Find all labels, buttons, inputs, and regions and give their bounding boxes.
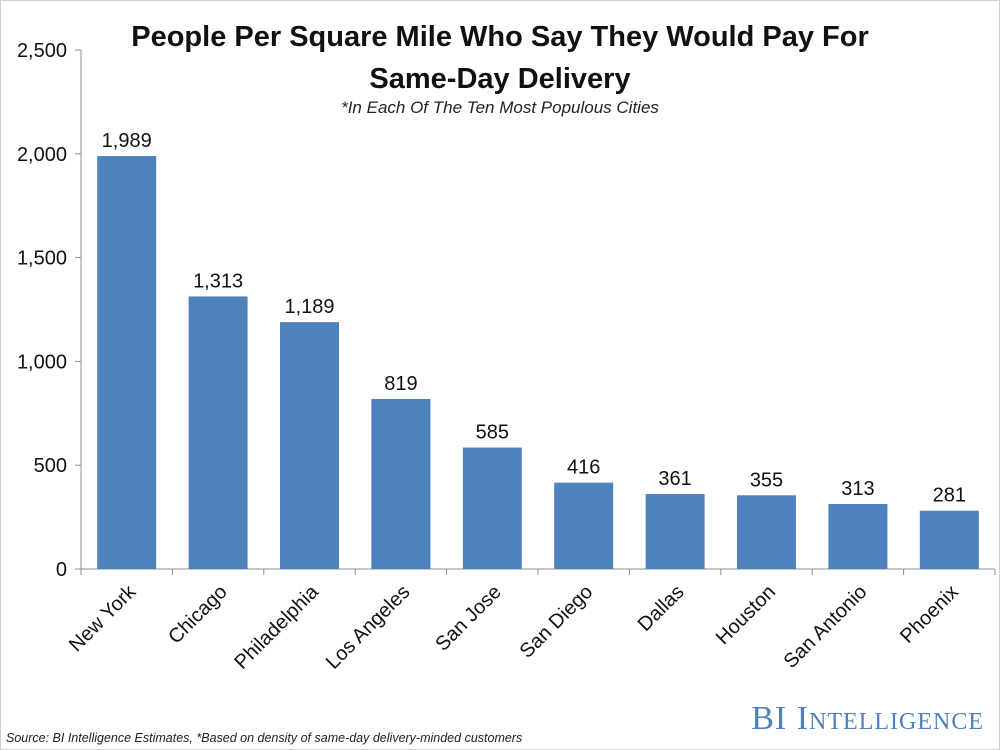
y-tick-label: 2,500 — [17, 40, 67, 62]
bar — [97, 156, 157, 569]
value-label: 1,313 — [193, 270, 243, 292]
chart-title: People Per Square Mile Who Say They Woul… — [131, 21, 869, 95]
bar — [280, 322, 339, 569]
category-label: Los Angeles — [322, 581, 415, 674]
value-label: 585 — [476, 422, 509, 444]
bar — [737, 495, 796, 569]
bar — [645, 494, 705, 569]
bar — [371, 398, 431, 569]
bar — [462, 447, 522, 569]
category-label: San Jose — [431, 581, 506, 656]
value-label: 1,189 — [284, 296, 334, 318]
value-label: 361 — [658, 468, 691, 490]
y-tick-label: 1,000 — [17, 351, 67, 373]
bar — [919, 510, 979, 569]
brand-logo: BI Intelligence — [751, 700, 984, 737]
value-label: 281 — [933, 485, 966, 507]
category-label: Phoenix — [896, 581, 963, 648]
source-note: Source: BI Intelligence Estimates, *Base… — [6, 731, 523, 745]
y-tick-label: 0 — [56, 559, 67, 581]
value-label: 1,989 — [102, 130, 152, 152]
category-label: Chicago — [164, 581, 231, 648]
bar — [828, 504, 888, 569]
bar — [554, 482, 614, 569]
bar — [188, 296, 248, 569]
category-label: Dallas — [634, 581, 689, 636]
category-label: San Diego — [516, 581, 598, 663]
category-label: Philadelphia — [230, 580, 323, 673]
value-label: 819 — [384, 373, 417, 395]
value-label: 355 — [750, 469, 783, 491]
y-tick-label: 2,000 — [17, 144, 67, 166]
category-label: New York — [65, 580, 141, 656]
y-tick-label: 1,500 — [17, 248, 67, 270]
value-label: 416 — [567, 457, 600, 479]
chart-subtitle: *In Each Of The Ten Most Populous Cities — [341, 98, 659, 117]
y-tick-label: 500 — [34, 455, 67, 477]
category-label: San Antonio — [780, 581, 872, 673]
category-label: Houston — [712, 581, 780, 649]
value-label: 313 — [841, 478, 874, 500]
